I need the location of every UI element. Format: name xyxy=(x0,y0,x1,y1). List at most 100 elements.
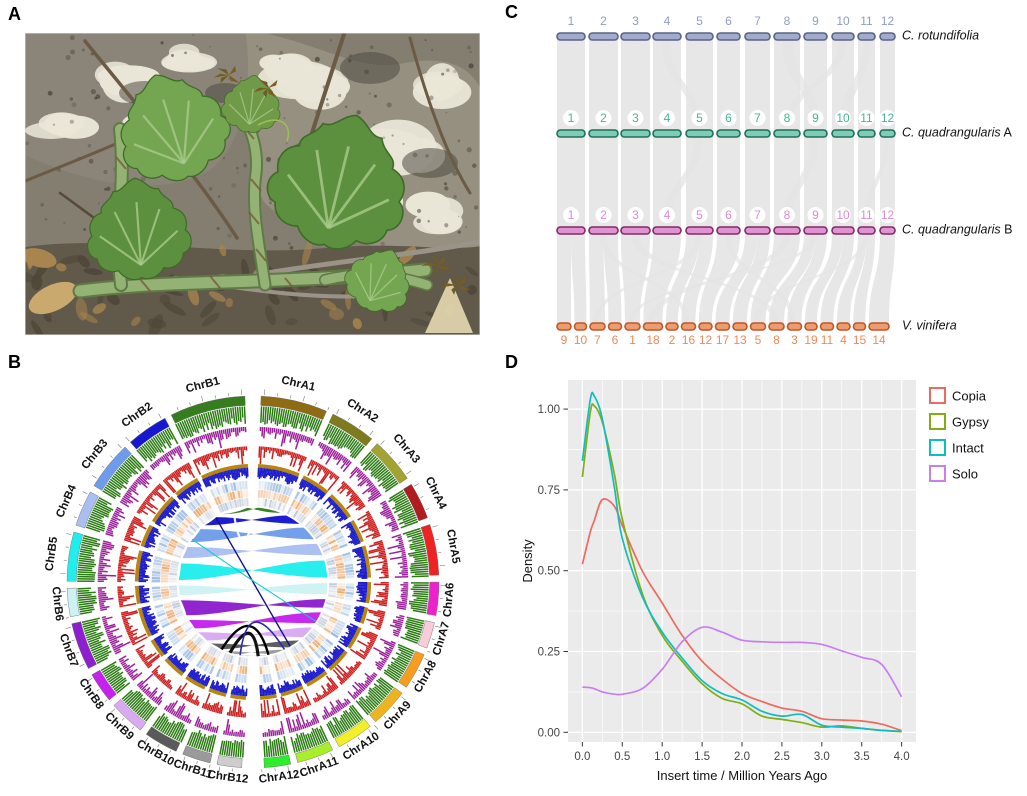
chromosome-number: 5 xyxy=(696,14,703,28)
chromosome-number: 2 xyxy=(669,333,676,347)
chromosome-bar xyxy=(773,226,801,235)
chromosome-bar xyxy=(588,32,619,41)
chromosome-number: 6 xyxy=(612,333,619,347)
chromosome-label: ChrB1 xyxy=(185,375,222,395)
chromosome-bar xyxy=(698,322,713,331)
scale-ticks xyxy=(60,389,446,773)
x-tick-label: 1.0 xyxy=(654,751,670,763)
chromosome-number: 3 xyxy=(632,14,639,28)
curve-copia xyxy=(581,498,902,732)
chromosome-bar xyxy=(685,129,714,138)
legend-key xyxy=(929,439,946,456)
chromosome-bar xyxy=(879,226,896,235)
chromosome-bar xyxy=(831,32,855,41)
plant-photo xyxy=(25,33,480,335)
chromosome-bar xyxy=(642,322,664,331)
chromosome-label: ChrA2 xyxy=(345,397,381,426)
chromosome-number: 2 xyxy=(600,111,607,125)
x-tick-label: 2.0 xyxy=(734,751,750,763)
chromosome-label: ChrA1 xyxy=(280,374,317,394)
heatmap-tracks xyxy=(151,480,355,684)
chromosome-number: 11 xyxy=(860,14,873,28)
x-tick-label: 3.0 xyxy=(814,751,830,763)
density-plot: 0.0 0.5 1.0 1.5 2.0 2.5 3.0 3.5 4.0 0.00 0.25 0.50 0… xyxy=(520,380,989,783)
chromosome-number: 14 xyxy=(872,333,886,347)
axes: 0.0 0.5 1.0 1.5 2.0 2.5 3.0 3.5 4.0 0.00 0.25 0.50 0… xyxy=(520,404,910,783)
chromosome-number: 9 xyxy=(812,208,819,222)
species-label: C. quadrangularis A xyxy=(902,126,1012,140)
leaf xyxy=(221,74,281,133)
leaf xyxy=(120,74,231,182)
chromosome-bar xyxy=(803,32,828,41)
legend: Copia Gypsy Intact Solo xyxy=(929,387,989,482)
x-tick-label: 2.5 xyxy=(774,751,790,763)
chromosome-bar xyxy=(744,226,771,235)
chromosome-bar xyxy=(786,322,803,331)
chromosome-bar xyxy=(732,322,748,331)
chromosome-number: 6 xyxy=(725,14,732,28)
x-tick-label: 0.5 xyxy=(614,751,630,763)
x-tick-label: 3.5 xyxy=(854,751,870,763)
legend-label: Intact xyxy=(952,441,984,456)
chromosome-label: ChrB12 xyxy=(207,769,249,786)
chromosome-bar xyxy=(857,32,876,41)
legend-key xyxy=(929,387,946,404)
x-axis-title: Insert time / Million Years Ago xyxy=(657,768,828,783)
chromosome-bar xyxy=(556,32,586,41)
chromosome-bar xyxy=(831,226,855,235)
chromosome-number: 3 xyxy=(791,333,798,347)
chromosome-row: 9 10 7 6 1 18 2 16 12 17 13 5 8 3 19 11 4 15 14 V. vinifera xyxy=(556,319,957,347)
chromosome-number: 7 xyxy=(754,208,761,222)
curve-intact xyxy=(581,391,902,733)
chromosome-bar xyxy=(831,129,855,138)
panel-c-label: C xyxy=(505,2,518,22)
synteny-ribbons xyxy=(557,40,895,323)
legend-label: Gypsy xyxy=(952,415,989,430)
chromosome-bar xyxy=(588,226,619,235)
chromosome-bar xyxy=(607,322,623,331)
chromosome-bar xyxy=(773,32,801,41)
chromosome-bar xyxy=(556,226,586,235)
panel-b-label: B xyxy=(8,352,21,372)
chromosome-number: 8 xyxy=(784,111,791,125)
chromosome-bar xyxy=(804,322,818,331)
legend-key xyxy=(929,413,946,430)
leaf xyxy=(344,249,410,312)
species-label: C. quadrangularis B xyxy=(902,223,1012,237)
chromosome-bar xyxy=(716,129,741,138)
chromosome-bar xyxy=(665,322,679,331)
chromosome-label: ChrA12 xyxy=(258,769,300,786)
x-tick-label: 4.0 xyxy=(894,751,910,763)
chromosome-number: 3 xyxy=(632,111,639,125)
chromosome-bar xyxy=(573,322,588,331)
chromosome-number: 1 xyxy=(568,208,575,222)
chromosome-bar xyxy=(652,226,682,235)
chromosome-label: ChrB4 xyxy=(54,483,79,520)
species-label: V. vinifera xyxy=(902,319,957,333)
chromosome-label: ChrB2 xyxy=(120,400,155,430)
chromosome-row: 1 2 3 4 5 6 7 8 9 10 11 12C. quadrangularis A xyxy=(556,110,1012,140)
legend-label: Copia xyxy=(952,389,987,404)
chromosome-number: 5 xyxy=(755,333,762,347)
chromosome-bar xyxy=(589,322,606,331)
species-label: C. rotundifolia xyxy=(902,29,979,43)
chromosome-bar xyxy=(716,32,741,41)
chromosome-label: ChrA7 xyxy=(431,620,452,657)
y-tick-label: 0.00 xyxy=(538,727,560,739)
chromosome-number: 9 xyxy=(812,111,819,125)
chromosome-number: 6 xyxy=(725,111,732,125)
chromosome-bar xyxy=(556,129,586,138)
chromosome-bar xyxy=(652,129,682,138)
y-tick-label: 0.50 xyxy=(538,566,560,578)
chromosome-bar xyxy=(588,129,619,138)
chromosome-number: 11 xyxy=(821,333,834,347)
chromosome-number: 12 xyxy=(881,111,895,125)
chromosome-number: 10 xyxy=(574,333,588,347)
chromosome-number: 8 xyxy=(784,208,791,222)
x-tick-label: 0.0 xyxy=(574,751,590,763)
legend-key xyxy=(929,465,946,482)
legend-label: Solo xyxy=(952,467,978,482)
chromosome-number: 4 xyxy=(664,111,671,125)
chromosome-bar xyxy=(620,32,651,41)
